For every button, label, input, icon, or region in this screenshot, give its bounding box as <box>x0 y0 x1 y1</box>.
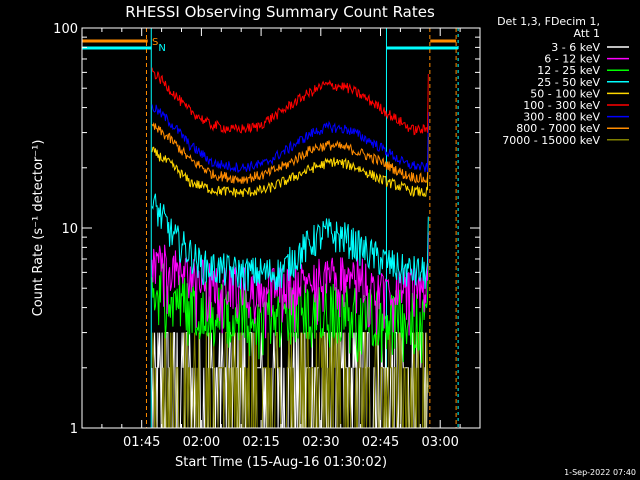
y-axis-label: Count Rate (s⁻¹ detector⁻¹) <box>31 140 46 317</box>
legend-label: 300 - 800 keV <box>523 111 600 124</box>
legend-label: 6 - 12 keV <box>544 53 600 66</box>
y-tick-label: 100 <box>53 22 78 37</box>
legend-label: 12 - 25 keV <box>537 64 600 77</box>
footer-stamp: 1-Sep-2022 07:40 <box>564 468 636 477</box>
chart-title: RHESSI Observing Summary Count Rates <box>125 3 435 21</box>
flag-label-s: S <box>152 37 158 48</box>
x-tick-label: 02:00 <box>183 435 220 450</box>
series-line-25-50-kev <box>151 193 429 292</box>
flag-layer: SN <box>82 28 459 428</box>
x-tick-label: 02:15 <box>242 435 279 450</box>
legend-header-line-2: Att 1 <box>574 27 600 40</box>
x-tick-label: 02:45 <box>362 435 399 450</box>
x-tick-label: 02:30 <box>302 435 339 450</box>
x-axis-label: Start Time (15-Aug-16 01:30:02) <box>175 455 387 470</box>
series-line-100-300-kev <box>151 67 429 136</box>
y-tick-label: 10 <box>61 222 78 237</box>
series-line-300-800-kev <box>151 104 429 173</box>
flag-label-n: N <box>158 43 165 54</box>
series-line-12-25-kev <box>151 259 429 364</box>
legend-label: 7000 - 15000 keV <box>502 134 600 147</box>
x-tick-label: 01:45 <box>123 435 160 450</box>
legend-header-line-1: Det 1,3, FDecim 1, <box>497 15 600 28</box>
legend-label: 100 - 300 keV <box>523 99 600 112</box>
legend-label: 50 - 100 keV <box>530 87 600 100</box>
series-line-50-100-kev <box>151 136 429 198</box>
legend-label: 800 - 7000 keV <box>516 122 600 135</box>
legend-label: 3 - 6 keV <box>551 41 600 54</box>
series-line-7000-15000-kev <box>151 332 429 429</box>
series-line-800-7000-kev <box>151 122 429 184</box>
x-axis: 01:45 02:00 02:15 02:30 02:45 03:00 <box>101 28 461 450</box>
legend-label: 25 - 50 keV <box>537 76 600 89</box>
x-tick-label: 03:00 <box>421 435 458 450</box>
y-axis: 1 10 100 <box>53 22 480 437</box>
y-tick-label: 1 <box>70 422 78 437</box>
